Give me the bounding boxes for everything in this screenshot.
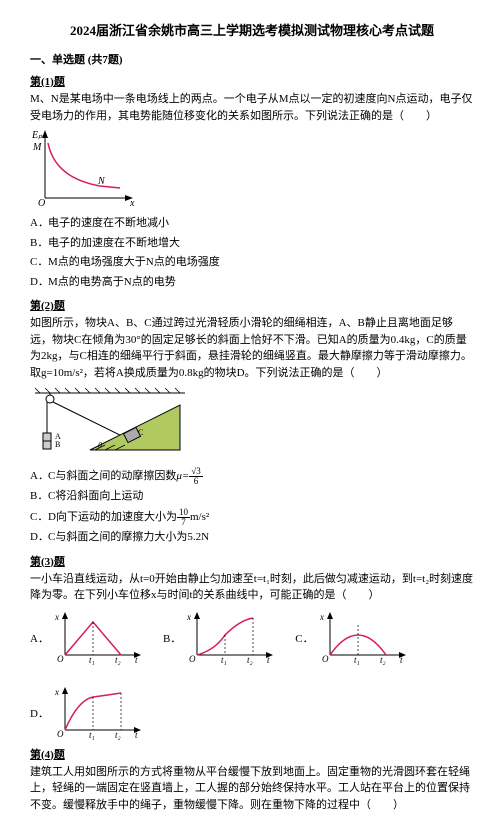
q1-text: M、N是某电场中一条电场线上的两点。一个电子从M点以一定的初速度向N点运动，电子… xyxy=(30,91,474,124)
q4-text: 建筑工人用如图所示的方式将重物从平台缓慢下放到地面上。固定重物的光滑圆环套在轻绳… xyxy=(30,764,474,814)
q2-num: 第(2)题 xyxy=(30,297,474,313)
svg-text:t₂: t₂ xyxy=(247,655,253,665)
q1-optC: C．M点的电场强度大于N点的电场强度 xyxy=(30,254,474,272)
svg-text:t: t xyxy=(135,730,138,740)
q2-optD: D．C与斜面之间的摩擦力大小为5.2N xyxy=(30,529,474,547)
svg-text:O: O xyxy=(57,654,64,664)
svg-text:t₁: t₁ xyxy=(354,655,360,665)
q2-optB: B．C将沿斜面向上运动 xyxy=(30,488,474,506)
q3-num: 第(3)题 xyxy=(30,553,474,569)
svg-text:O: O xyxy=(189,654,196,664)
q4-num: 第(4)题 xyxy=(30,746,474,762)
svg-text:x: x xyxy=(319,612,324,622)
svg-text:N: N xyxy=(97,176,106,187)
svg-text:O: O xyxy=(57,729,64,739)
svg-text:C: C xyxy=(138,428,143,437)
svg-text:t₁: t₁ xyxy=(89,655,95,665)
svg-text:t₂: t₂ xyxy=(380,655,386,665)
svg-text:t₂: t₂ xyxy=(115,730,121,740)
svg-text:O: O xyxy=(322,654,329,664)
svg-text:θ: θ xyxy=(98,441,102,450)
svg-text:B: B xyxy=(55,440,60,449)
svg-text:t₁: t₁ xyxy=(221,655,227,665)
q2-diagram: A B C θ xyxy=(30,385,474,463)
svg-text:x: x xyxy=(54,612,59,622)
section-header: 一、单选题 (共7题) xyxy=(30,51,474,67)
svg-text:x: x xyxy=(129,198,135,208)
svg-text:x: x xyxy=(54,687,59,697)
q3-text: 一小车沿直线运动，从t=0开始由静止匀加速至t=t₁时刻，此后做匀减速运动，到t… xyxy=(30,571,474,604)
page-title: 2024届浙江省余姚市高三上学期选考模拟测试物理核心考点试题 xyxy=(30,20,474,39)
svg-text:Eₚ: Eₚ xyxy=(31,130,43,141)
q1-optA: A．电子的速度在不断地减小 xyxy=(30,215,474,233)
svg-text:O: O xyxy=(38,198,45,208)
svg-text:x: x xyxy=(186,612,191,622)
q1-num: 第(1)题 xyxy=(30,73,474,89)
q2-optA: A．C与斜面之间的动摩擦因数μ=√36 xyxy=(30,467,474,486)
q1-optD: D．M点的电势高于N点的电势 xyxy=(30,274,474,292)
svg-text:t: t xyxy=(267,655,270,665)
svg-text:t: t xyxy=(400,655,403,665)
q2-text: 如图所示，物块A、B、C通过跨过光滑轻质小滑轮的细绳相连，A、B静止且离地面足够… xyxy=(30,315,474,381)
q2-optC: C．D向下运动的加速度大小为107m/s² xyxy=(30,508,474,527)
svg-text:t₂: t₂ xyxy=(115,655,121,665)
svg-text:t₁: t₁ xyxy=(89,730,95,740)
q3-graphs: A． O x t t₁ t₂ B． O x t t₁ xyxy=(30,610,474,740)
svg-text:t: t xyxy=(135,655,138,665)
q1-optB: B．电子的加速度在不断地增大 xyxy=(30,235,474,253)
svg-text:M: M xyxy=(32,142,42,153)
q1-diagram: Eₚ M N O x xyxy=(30,128,474,211)
